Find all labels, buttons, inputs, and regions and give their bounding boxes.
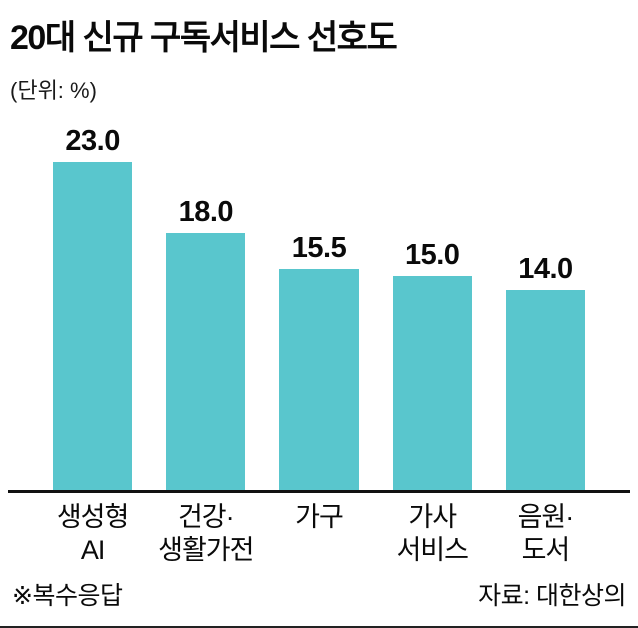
- bar-value-label: 23.0: [65, 125, 120, 157]
- bar-plot-area: 23.0 18.0 15.5 15.0 14.0: [8, 121, 630, 493]
- bar-column: 18.0: [149, 121, 262, 490]
- category-axis-labels: 생성형 AI 건강· 생활가전 가구 가사 서비스 음원· 도서: [8, 501, 630, 567]
- bar: [505, 290, 586, 490]
- category-label: 건강· 생활가전: [158, 502, 254, 565]
- category-label: 가구: [295, 502, 344, 532]
- bar-column: 15.5: [262, 121, 375, 490]
- chart-unit-label: (단위: %): [10, 78, 97, 103]
- chart-title: 20대 신규 구독서비스 선호도: [10, 19, 398, 57]
- chart-footer: ※복수응답 자료: 대한상의: [8, 576, 630, 612]
- bar-value-label: 15.5: [291, 231, 347, 264]
- bar-column: 15.0: [376, 121, 489, 490]
- bar: [52, 162, 133, 490]
- bar-value-label: 15.0: [404, 239, 460, 272]
- bar-value-label: 14.0: [518, 253, 573, 286]
- bar-column: 14.0: [489, 121, 602, 490]
- bar-column: 23.0: [36, 121, 149, 490]
- bar: [392, 276, 472, 490]
- bar-value-label: 18.0: [178, 196, 234, 229]
- bar: [166, 233, 246, 490]
- category-label: 생성형 AI: [56, 502, 130, 565]
- bar: [279, 268, 359, 490]
- category-label: 음원· 도서: [517, 502, 575, 565]
- footnote-multiple-answers: ※복수응답: [12, 582, 123, 610]
- source-credit: 자료: 대한상의: [478, 582, 626, 610]
- category-label: 가사 서비스: [396, 502, 469, 565]
